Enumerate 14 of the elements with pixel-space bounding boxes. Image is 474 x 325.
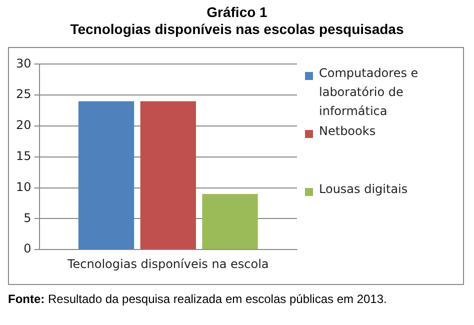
legend-label: Netbooks	[319, 123, 376, 140]
legend-label: Computadores e laboratório de informática	[319, 65, 420, 120]
y-tick-label: 0	[24, 242, 32, 256]
y-tick-label: 30	[16, 56, 32, 70]
x-tick-label: Tecnologias disponíveis na escola	[66, 256, 269, 271]
y-tick-label: 5	[24, 210, 32, 225]
chart-title: Gráfico 1	[206, 4, 268, 21]
legend-label: Lousas digitais	[319, 181, 408, 198]
y-tick-label: 25	[16, 87, 32, 102]
chart-subtitle: Tecnologias disponíveis nas escolas pesquisadas	[69, 21, 405, 38]
source-note: Fonte: Resultado da pesquisa realizada em escolas públicas em 2013.	[8, 292, 387, 306]
y-tick-label: 10	[16, 180, 32, 194]
y-tick-label: 15	[16, 149, 32, 164]
y-tick-label: 20	[16, 118, 32, 132]
